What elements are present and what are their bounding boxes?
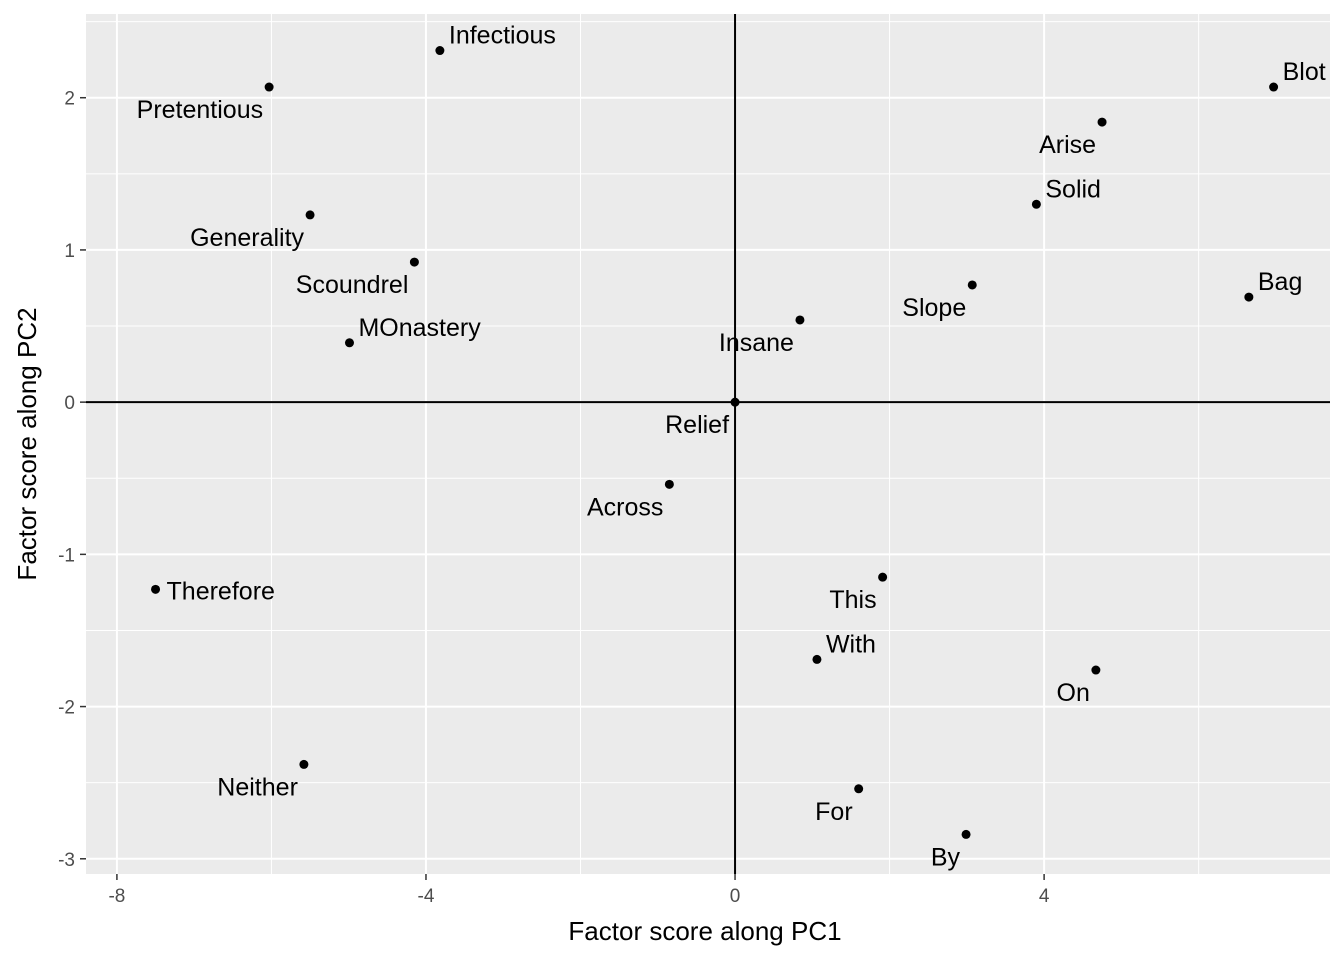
data-point-label: Insane — [719, 329, 794, 357]
data-point-label: Arise — [1039, 131, 1096, 159]
data-point-labels: Infectious Pretentious Generality Scoundrel… — [137, 22, 1326, 872]
y-tick-label: 1 — [64, 241, 75, 262]
data-point — [305, 210, 315, 220]
data-point-label: Blot — [1283, 58, 1326, 86]
x-tick-label: -4 — [418, 886, 435, 907]
data-point-label: MOnastery — [358, 314, 481, 342]
data-point — [795, 315, 805, 325]
data-point-label: On — [1057, 679, 1090, 707]
data-point — [435, 46, 445, 56]
x-axis-title: Factor score along PC1 — [568, 916, 841, 946]
y-tick-label: -1 — [58, 545, 75, 566]
data-point-label: Across — [587, 493, 663, 521]
data-point — [1097, 117, 1107, 127]
minor-gridlines — [86, 14, 1330, 874]
data-point — [264, 82, 274, 92]
data-point — [664, 479, 674, 489]
data-point-label: Solid — [1045, 175, 1101, 203]
data-point — [1031, 199, 1041, 209]
x-tick-label: 0 — [730, 886, 741, 907]
data-point — [344, 338, 354, 348]
data-point-label: Therefore — [167, 577, 275, 605]
data-points — [151, 46, 1279, 839]
data-point — [1244, 292, 1254, 302]
data-point — [730, 397, 740, 407]
x-tick-label: 4 — [1039, 886, 1050, 907]
data-point-label: Slope — [902, 294, 966, 322]
y-tick-label: -2 — [58, 698, 75, 719]
axis-ticks — [80, 96, 1045, 880]
y-tick-label: 0 — [64, 393, 75, 414]
data-point-label: By — [931, 843, 961, 871]
data-point — [409, 257, 419, 267]
data-point — [1091, 665, 1101, 675]
data-point-label: Neither — [217, 773, 298, 801]
data-point — [812, 654, 822, 664]
data-point-label: Generality — [190, 224, 304, 252]
data-point — [878, 572, 888, 582]
data-point — [151, 584, 161, 594]
data-point-label: Scoundrel — [296, 271, 409, 299]
data-point — [854, 784, 864, 794]
data-point — [967, 280, 977, 290]
y-tick-labels: -3 -2 -1 0 1 2 — [58, 89, 75, 871]
x-tick-labels: -8 -4 0 4 — [108, 886, 1049, 907]
data-point-label: With — [826, 630, 876, 658]
reference-lines — [86, 14, 1330, 874]
data-point-label: Bag — [1258, 268, 1302, 296]
y-tick-label: 2 — [64, 89, 75, 110]
data-point — [1269, 82, 1279, 92]
x-tick-label: -8 — [108, 886, 125, 907]
data-point-label: For — [815, 798, 853, 826]
data-point — [299, 759, 309, 769]
data-point-label: Pretentious — [137, 96, 263, 124]
data-point-label: This — [829, 586, 876, 614]
y-tick-label: -3 — [58, 850, 75, 871]
data-point-label: Relief — [665, 411, 729, 439]
data-point-label: Infectious — [449, 22, 556, 50]
plot-panel — [86, 14, 1330, 874]
y-axis-title: Factor score along PC2 — [12, 307, 42, 580]
data-point — [961, 829, 971, 839]
